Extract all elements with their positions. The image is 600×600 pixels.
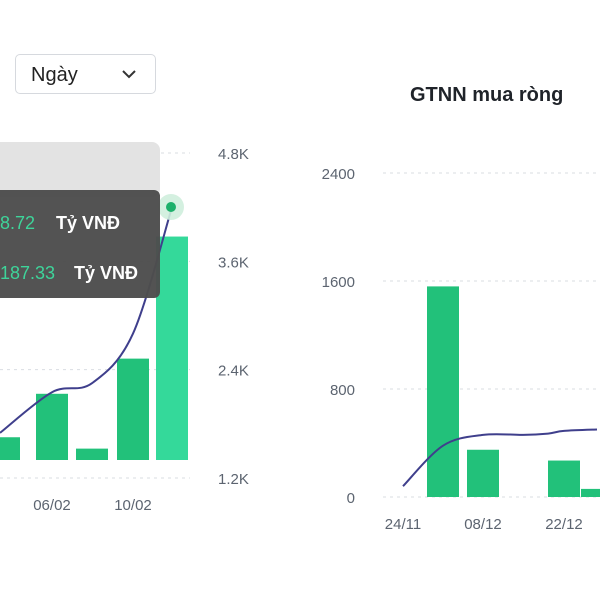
tooltip: 8.72 Tỷ VNĐ 187.33 Tỷ VNĐ: [0, 142, 160, 298]
y2-tick-label: 2.4K: [218, 363, 249, 380]
tooltip-unit: Tỷ VNĐ: [74, 263, 138, 283]
bar: [156, 236, 188, 460]
tooltip-unit: Tỷ VNĐ: [56, 213, 120, 233]
bar: [36, 393, 68, 460]
x-tick-label: 06/02: [33, 497, 71, 514]
bar: [117, 358, 149, 460]
y2-tick-label: 4.8K: [218, 146, 249, 163]
tooltip-value: 8.72: [0, 213, 35, 233]
period-select-value: Ngày: [31, 64, 78, 86]
bar: [427, 286, 459, 497]
x-tick-label: 08/12: [464, 516, 502, 533]
y2-tick-label: 3.6K: [218, 254, 249, 271]
tooltip-value: 187.33: [0, 263, 55, 283]
y-tick-label: 0: [347, 490, 355, 507]
y-tick-label: 800: [330, 382, 355, 399]
bar: [0, 437, 20, 460]
bar: [76, 448, 108, 460]
y-tick-label: 2400: [322, 166, 355, 183]
tooltip-header: [0, 142, 160, 197]
bar: [548, 460, 580, 497]
tooltip-body: [0, 190, 160, 298]
y2-tick-label: 1.2K: [218, 471, 249, 488]
active-point: [166, 202, 176, 212]
bar: [467, 449, 499, 497]
chevron-down-icon: [121, 67, 137, 85]
x-tick-label: 24/11: [385, 516, 421, 533]
bar: [581, 488, 600, 497]
trend-line: [402, 428, 598, 487]
period-select[interactable]: Ngày: [15, 54, 156, 94]
y-tick-label: 1600: [322, 274, 355, 291]
x-tick-label: 10/02: [114, 497, 152, 514]
x-tick-label: 22/12: [545, 516, 583, 533]
chart-title: GTNN mua ròng: [410, 84, 564, 106]
